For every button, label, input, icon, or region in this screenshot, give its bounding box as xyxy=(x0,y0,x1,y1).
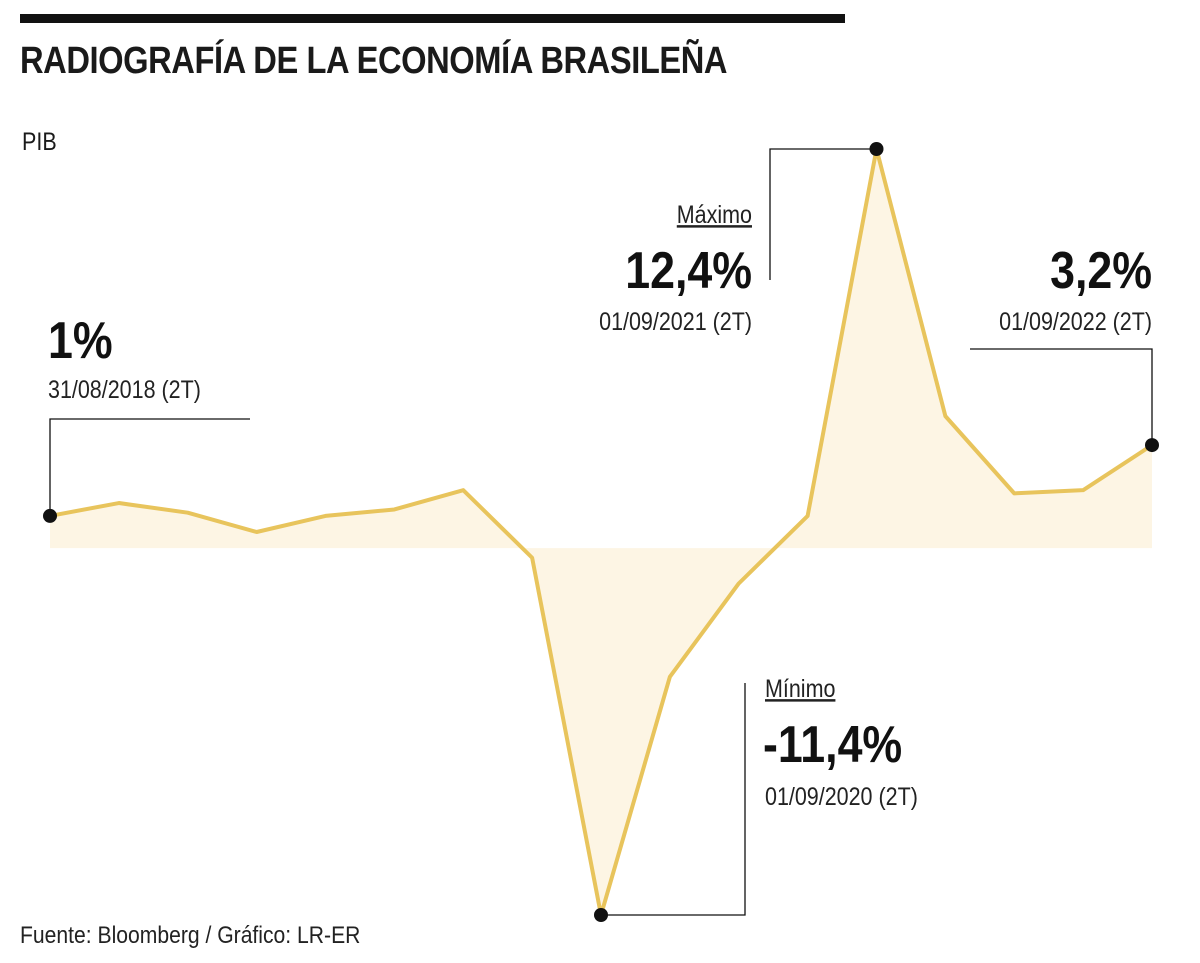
label-max-value: 12,4% xyxy=(625,242,752,300)
data-point-max xyxy=(869,142,884,156)
data-point-start xyxy=(43,508,57,523)
label-max-tag: Máximo xyxy=(677,200,752,228)
label-max-date: 01/09/2021 (2T) xyxy=(599,307,752,335)
top-rule xyxy=(20,14,845,23)
leader-line-end xyxy=(970,348,1153,446)
data-point-min xyxy=(594,908,608,922)
label-min-date: 01/09/2020 (2T) xyxy=(765,782,918,810)
label-end-value: 3,2% xyxy=(1050,242,1152,300)
data-point-end xyxy=(1145,438,1159,453)
label-min-tag: Mínimo xyxy=(765,674,835,702)
label-min-value: -11,4% xyxy=(763,716,902,774)
chart-title: RADIOGRAFÍA DE LA ECONOMÍA BRASILEÑA xyxy=(20,40,728,82)
label-start-date: 31/08/2018 (2T) xyxy=(48,375,201,403)
label-end-date: 01/09/2022 (2T) xyxy=(999,307,1152,335)
label-start-value: 1% xyxy=(48,312,113,370)
source-note: Fuente: Bloomberg / Gráfico: LR-ER xyxy=(20,922,361,949)
chart-subtitle: PIB xyxy=(22,128,57,156)
leader-line-min xyxy=(601,683,746,916)
leader-line-max xyxy=(769,148,877,280)
area-fill-positive xyxy=(50,149,1152,915)
leader-line-start xyxy=(49,418,250,516)
